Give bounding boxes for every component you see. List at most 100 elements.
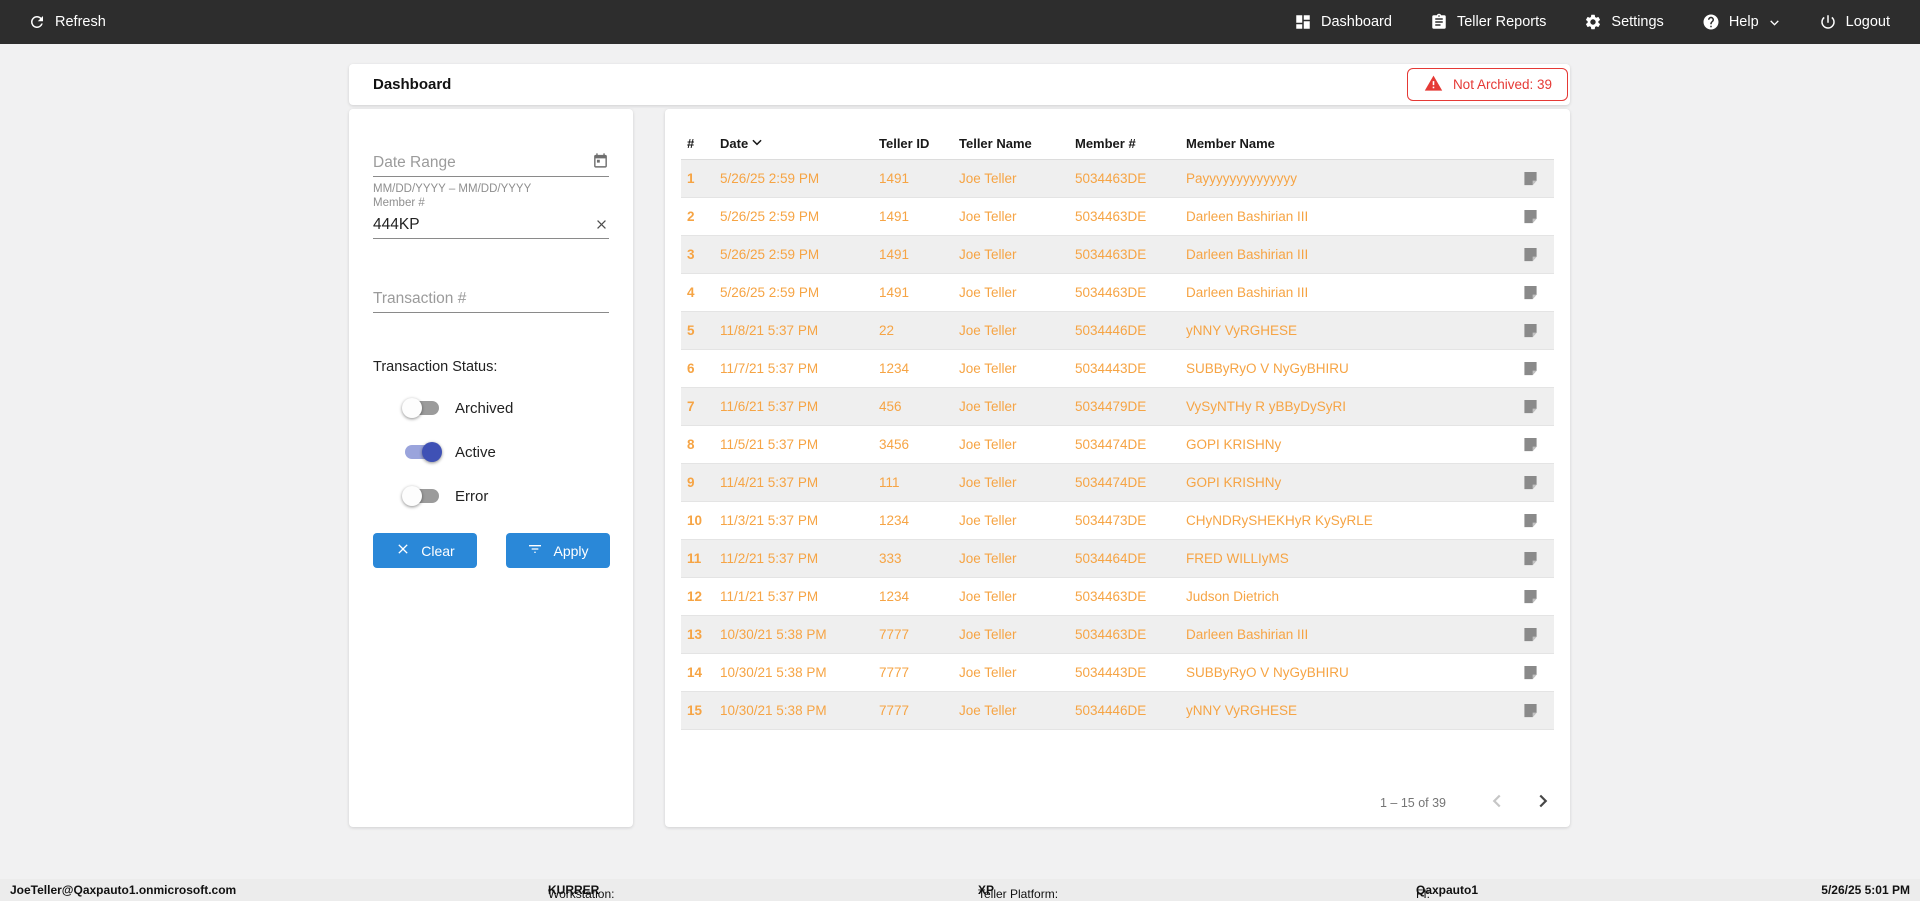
workstation-info: Workstation: KURRER bbox=[548, 883, 615, 901]
member-number-input[interactable]: 444KP bbox=[373, 211, 609, 239]
archived-toggle[interactable] bbox=[402, 398, 439, 418]
x-icon bbox=[395, 541, 411, 560]
apply-button[interactable]: Apply bbox=[506, 533, 610, 568]
table-row[interactable]: 11 11/2/21 5:37 PM 333 Joe Teller 503446… bbox=[681, 540, 1554, 578]
nav-dashboard-label: Dashboard bbox=[1321, 14, 1392, 30]
table-row[interactable]: 6 11/7/21 5:37 PM 1234 Joe Teller 503444… bbox=[681, 350, 1554, 388]
cell-teller-id: 111 bbox=[879, 475, 900, 490]
cell-row-number: 1 bbox=[687, 171, 695, 186]
col-header-teller-id[interactable]: Teller ID bbox=[879, 135, 930, 151]
table-row[interactable]: 12 11/1/21 5:37 PM 1234 Joe Teller 50344… bbox=[681, 578, 1554, 616]
cell-teller-id: 1491 bbox=[879, 247, 910, 262]
cell-member-number: 5034474DE bbox=[1075, 437, 1147, 452]
cell-member-name: yNNY VyRGHESE bbox=[1186, 703, 1298, 718]
toggle-row-error: Error bbox=[402, 485, 609, 507]
col-header-member-number[interactable]: Member # bbox=[1075, 135, 1136, 151]
cell-member-name: Judson Dietrich bbox=[1186, 589, 1280, 604]
cell-member-number: 5034463DE bbox=[1075, 171, 1147, 186]
table-row[interactable]: 14 10/30/21 5:38 PM 7777 Joe Teller 5034… bbox=[681, 654, 1554, 692]
col-header-teller-name[interactable]: Teller Name bbox=[959, 135, 1032, 151]
note-icon[interactable] bbox=[1506, 589, 1554, 604]
note-icon[interactable] bbox=[1506, 437, 1554, 452]
cell-teller-name: Joe Teller bbox=[959, 209, 1017, 224]
error-toggle[interactable] bbox=[402, 486, 439, 506]
note-icon[interactable] bbox=[1506, 513, 1554, 528]
col-header-member-name[interactable]: Member Name bbox=[1186, 135, 1275, 151]
cell-member-number: 5034443DE bbox=[1075, 361, 1147, 376]
note-icon[interactable] bbox=[1506, 361, 1554, 376]
cell-member-name: Darleen Bashirian III bbox=[1186, 209, 1309, 224]
note-icon[interactable] bbox=[1506, 627, 1554, 642]
table-row[interactable]: 2 5/26/25 2:59 PM 1491 Joe Teller 503446… bbox=[681, 198, 1554, 236]
cell-member-name: VySyNTHy R yBByDySyRI bbox=[1186, 399, 1347, 414]
note-icon[interactable] bbox=[1506, 665, 1554, 680]
table-row[interactable]: 5 11/8/21 5:37 PM 22 Joe Teller 5034446D… bbox=[681, 312, 1554, 350]
note-icon[interactable] bbox=[1506, 703, 1554, 718]
cell-date: 11/7/21 5:37 PM bbox=[720, 361, 819, 376]
active-toggle[interactable] bbox=[405, 442, 442, 462]
note-icon[interactable] bbox=[1506, 475, 1554, 490]
cell-member-name: SUBByRyO V NyGyBHIRU bbox=[1186, 665, 1349, 680]
cell-teller-name: Joe Teller bbox=[959, 627, 1017, 642]
clear-button[interactable]: Clear bbox=[373, 533, 477, 568]
cell-member-number: 5034464DE bbox=[1075, 551, 1147, 566]
cell-member-number: 5034463DE bbox=[1075, 285, 1147, 300]
transaction-number-input[interactable]: Transaction # bbox=[373, 285, 609, 313]
note-icon[interactable] bbox=[1506, 551, 1554, 566]
table-row[interactable]: 8 11/5/21 5:37 PM 3456 Joe Teller 503447… bbox=[681, 426, 1554, 464]
next-page-button[interactable] bbox=[1532, 790, 1554, 815]
cell-teller-id: 1491 bbox=[879, 285, 910, 300]
status-bar: JoeTeller@Qaxpauto1.onmicrosoft.com Work… bbox=[0, 879, 1920, 901]
cell-teller-id: 7777 bbox=[879, 627, 910, 642]
table-row[interactable]: 1 5/26/25 2:59 PM 1491 Joe Teller 503446… bbox=[681, 160, 1554, 198]
table-row[interactable]: 10 11/3/21 5:37 PM 1234 Joe Teller 50344… bbox=[681, 502, 1554, 540]
toggle-row-active: Active bbox=[405, 441, 609, 463]
dashboard-grid-icon bbox=[1294, 13, 1312, 31]
cell-date: 11/6/21 5:37 PM bbox=[720, 399, 819, 414]
table-row[interactable]: 15 10/30/21 5:38 PM 7777 Joe Teller 5034… bbox=[681, 692, 1554, 730]
cell-member-name: Payyyyyyyyyyyyyy bbox=[1186, 171, 1298, 186]
cell-date: 11/2/21 5:37 PM bbox=[720, 551, 819, 566]
note-icon[interactable] bbox=[1506, 209, 1554, 224]
cell-member-name: Darleen Bashirian III bbox=[1186, 285, 1309, 300]
table-row[interactable]: 3 5/26/25 2:59 PM 1491 Joe Teller 503446… bbox=[681, 236, 1554, 274]
table-row[interactable]: 4 5/26/25 2:59 PM 1491 Joe Teller 503446… bbox=[681, 274, 1554, 312]
note-icon[interactable] bbox=[1506, 323, 1554, 338]
cell-member-name: SUBByRyO V NyGyBHIRU bbox=[1186, 361, 1349, 376]
nav-logout[interactable]: Logout bbox=[1819, 13, 1890, 31]
table-row[interactable]: 7 11/6/21 5:37 PM 456 Joe Teller 5034479… bbox=[681, 388, 1554, 426]
nav-settings-label: Settings bbox=[1611, 14, 1664, 30]
note-icon[interactable] bbox=[1506, 247, 1554, 262]
note-icon[interactable] bbox=[1506, 399, 1554, 414]
nav-teller-reports[interactable]: Teller Reports bbox=[1430, 13, 1546, 31]
cell-date: 11/4/21 5:37 PM bbox=[720, 475, 819, 490]
chevron-right-icon bbox=[1532, 790, 1554, 815]
note-icon[interactable] bbox=[1506, 285, 1554, 300]
cell-date: 5/26/25 2:59 PM bbox=[720, 209, 820, 224]
cell-member-name: FRED WILLIyMS bbox=[1186, 551, 1289, 566]
calendar-icon[interactable] bbox=[592, 152, 609, 174]
previous-page-button[interactable] bbox=[1486, 790, 1508, 815]
cell-teller-id: 333 bbox=[879, 551, 902, 566]
nav-settings[interactable]: Settings bbox=[1584, 13, 1664, 31]
date-range-input[interactable]: Date Range bbox=[373, 149, 609, 177]
cell-row-number: 4 bbox=[687, 285, 695, 300]
table-body: 1 5/26/25 2:59 PM 1491 Joe Teller 503446… bbox=[681, 160, 1554, 730]
col-header-date[interactable]: Date bbox=[720, 135, 879, 152]
cell-member-name: Darleen Bashirian III bbox=[1186, 627, 1309, 642]
refresh-button[interactable]: Refresh bbox=[28, 13, 106, 31]
cell-teller-id: 1234 bbox=[879, 513, 910, 528]
note-icon[interactable] bbox=[1506, 171, 1554, 186]
not-archived-badge[interactable]: Not Archived: 39 bbox=[1406, 68, 1568, 101]
pagination-range-label: 1 – 15 of 39 bbox=[1379, 795, 1446, 810]
table-row[interactable]: 13 10/30/21 5:38 PM 7777 Joe Teller 5034… bbox=[681, 616, 1554, 654]
nav-dashboard[interactable]: Dashboard bbox=[1294, 13, 1392, 31]
cell-teller-id: 7777 bbox=[879, 703, 910, 718]
table-row[interactable]: 9 11/4/21 5:37 PM 111 Joe Teller 5034474… bbox=[681, 464, 1554, 502]
nav-logout-label: Logout bbox=[1845, 14, 1890, 30]
nav-help[interactable]: Help bbox=[1702, 13, 1781, 31]
member-number-label: Member # bbox=[373, 197, 425, 209]
clear-member-number-button[interactable] bbox=[594, 217, 609, 232]
cell-member-name: yNNY VyRGHESE bbox=[1186, 323, 1298, 338]
cell-member-number: 5034473DE bbox=[1075, 513, 1147, 528]
